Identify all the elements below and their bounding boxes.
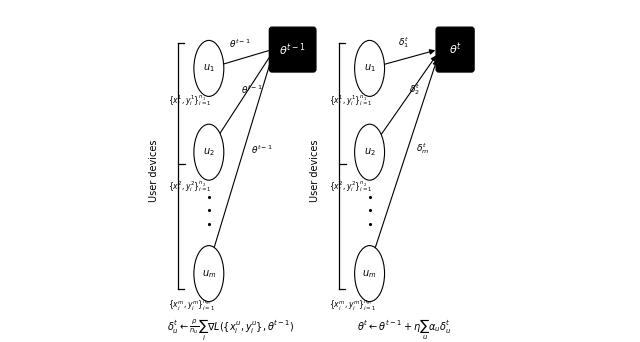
Text: $\theta^{t-1}$: $\theta^{t-1}$ bbox=[241, 83, 262, 96]
Text: $\delta_u^t \leftarrow \frac{\rho}{n_u} \sum_i \nabla L(\{x_i^u, y_i^u\}, \theta: $\delta_u^t \leftarrow \frac{\rho}{n_u} … bbox=[167, 317, 295, 342]
Ellipse shape bbox=[355, 246, 385, 302]
Text: $\theta^t \leftarrow \theta^{t-1} + \eta \sum_u \alpha_u \delta_u^t$: $\theta^t \leftarrow \theta^{t-1} + \eta… bbox=[356, 318, 451, 342]
FancyBboxPatch shape bbox=[269, 27, 316, 72]
Text: $\{x_i^1, y_i^1\}_{i=1}^{n_1}$: $\{x_i^1, y_i^1\}_{i=1}^{n_1}$ bbox=[328, 93, 372, 108]
Text: $u_1$: $u_1$ bbox=[364, 63, 376, 74]
Text: User devices: User devices bbox=[310, 140, 320, 202]
FancyBboxPatch shape bbox=[436, 27, 474, 72]
Ellipse shape bbox=[194, 40, 224, 96]
Text: $\delta_m^t$: $\delta_m^t$ bbox=[416, 141, 429, 156]
Text: $\theta^{t-1}$: $\theta^{t-1}$ bbox=[251, 143, 273, 156]
Text: $u_2$: $u_2$ bbox=[364, 146, 376, 158]
Text: $u_1$: $u_1$ bbox=[203, 63, 215, 74]
Text: $u_2$: $u_2$ bbox=[203, 146, 214, 158]
Text: User devices: User devices bbox=[149, 140, 159, 202]
Ellipse shape bbox=[194, 246, 224, 302]
Text: $u_m$: $u_m$ bbox=[202, 268, 216, 279]
Text: $\theta^{t}$: $\theta^{t}$ bbox=[449, 42, 461, 57]
Ellipse shape bbox=[194, 124, 224, 180]
Text: $\{x_i^2, y_i^2\}_{i=1}^{n_2}$: $\{x_i^2, y_i^2\}_{i=1}^{n_2}$ bbox=[328, 179, 372, 194]
Text: $u_m$: $u_m$ bbox=[362, 268, 377, 279]
Text: $\{x_i^m, y_i^m\}_{i=1}^{n_m}$: $\{x_i^m, y_i^m\}_{i=1}^{n_m}$ bbox=[328, 299, 376, 313]
Ellipse shape bbox=[355, 124, 385, 180]
Text: $\theta^{t-1}$: $\theta^{t-1}$ bbox=[280, 41, 306, 58]
Text: $\delta_1^t$: $\delta_1^t$ bbox=[398, 35, 410, 50]
Ellipse shape bbox=[355, 40, 385, 96]
Text: $\theta^{t-1}$: $\theta^{t-1}$ bbox=[228, 37, 251, 50]
Text: $\{x_i^2, y_i^2\}_{i=1}^{n_2}$: $\{x_i^2, y_i^2\}_{i=1}^{n_2}$ bbox=[168, 179, 212, 194]
Text: $\{x_i^1, y_i^1\}_{i=1}^{n_1}$: $\{x_i^1, y_i^1\}_{i=1}^{n_1}$ bbox=[168, 93, 212, 108]
Text: $\{x_i^m, y_i^m\}_{i=1}^{n_m}$: $\{x_i^m, y_i^m\}_{i=1}^{n_m}$ bbox=[168, 299, 215, 313]
Text: $\delta_2^t$: $\delta_2^t$ bbox=[408, 82, 419, 97]
